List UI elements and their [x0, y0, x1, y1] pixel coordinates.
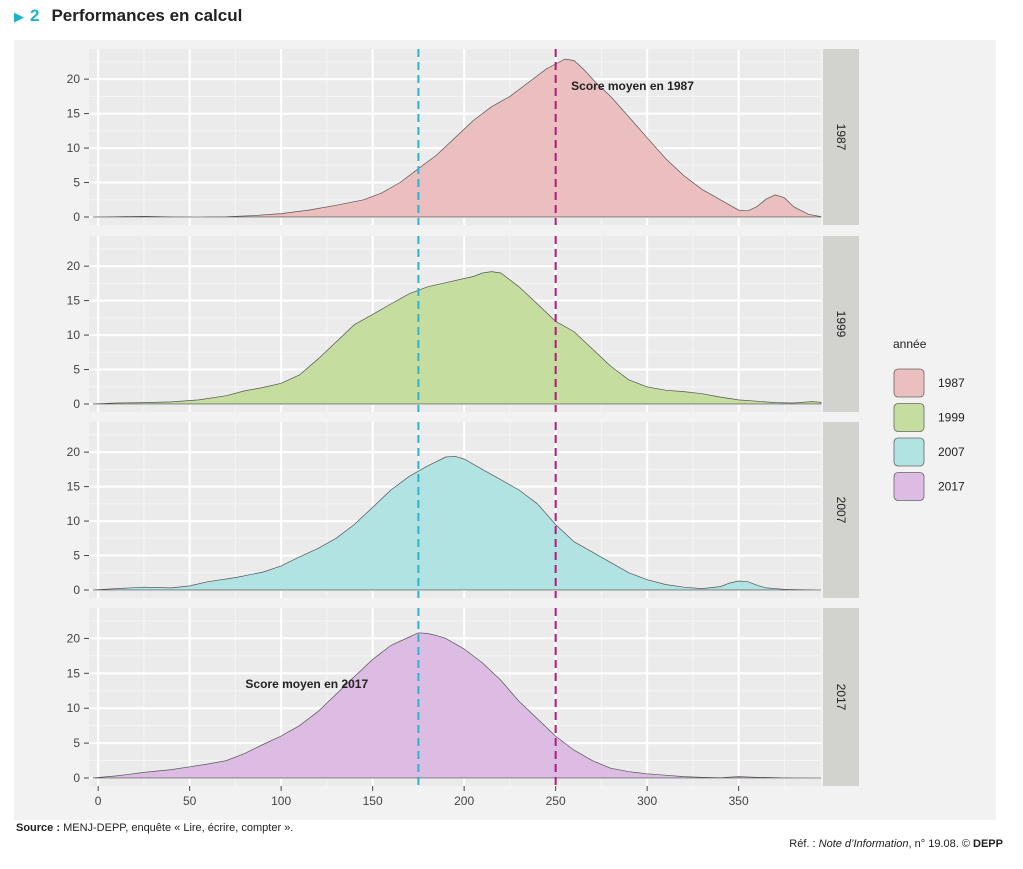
y-tick-label: 20 — [67, 445, 81, 459]
y-tick-label: 0 — [73, 397, 80, 411]
y-tick-label: 15 — [67, 666, 81, 680]
facet-strip-label: 2017 — [834, 684, 848, 711]
legend-title: année — [893, 337, 927, 351]
facet-strip-2007 — [823, 422, 859, 598]
density-area-2007 — [92, 455, 822, 591]
ref-prefix: Réf. : — [789, 838, 816, 850]
x-tick-label: 200 — [454, 794, 474, 808]
ref-org: DEPP — [973, 838, 1003, 850]
legend-key-2007 — [893, 437, 925, 467]
figure-title: Performances en calcul — [51, 6, 243, 25]
reference-note: Réf. : Note d’Information, n° 19.08. © D… — [789, 838, 1003, 850]
y-tick-label: 15 — [67, 480, 81, 494]
facet-strip-label: 1987 — [834, 124, 848, 151]
facet-strip-1999 — [823, 236, 859, 412]
y-tick-label: 5 — [73, 736, 80, 750]
x-tick-label: 150 — [363, 794, 383, 808]
source-note: Source : MENJ-DEPP, enquête « Lire, écri… — [16, 822, 293, 834]
figure-number: 2 — [30, 6, 40, 25]
annotation-mean-score: Score moyen en 1987 — [571, 79, 694, 93]
y-tick-label: 10 — [67, 514, 81, 528]
y-tick-label: 5 — [73, 176, 80, 190]
y-tick-label: 10 — [67, 141, 81, 155]
figure-header: ▶ 2 Performances en calcul — [14, 4, 242, 28]
y-tick-label: 5 — [73, 549, 80, 563]
legend-label-2017: 2017 — [938, 480, 965, 494]
x-tick-label: 100 — [271, 794, 291, 808]
facet-strip-1987 — [823, 49, 859, 225]
y-tick-label: 10 — [67, 701, 81, 715]
y-tick-label: 0 — [73, 771, 80, 785]
y-tick-label: 0 — [73, 210, 80, 224]
y-tick-label: 20 — [67, 631, 81, 645]
y-tick-label: 10 — [67, 328, 81, 342]
y-tick-label: 20 — [67, 72, 81, 86]
facet-strip-label: 1999 — [834, 311, 848, 338]
x-tick-label: 350 — [729, 794, 749, 808]
ref-publication: Note d’Information — [818, 838, 909, 850]
source-label: Source : — [16, 822, 61, 834]
legend-key-1987 — [893, 368, 925, 398]
y-tick-label: 0 — [73, 583, 80, 597]
y-tick-label: 15 — [67, 107, 81, 121]
y-tick-label: 5 — [73, 363, 80, 377]
legend-label-2007: 2007 — [938, 445, 965, 459]
source-text: MENJ-DEPP, enquête « Lire, écrire, compt… — [63, 822, 294, 834]
density-area-1987 — [92, 58, 822, 218]
legend-key-2017 — [893, 472, 925, 501]
play-triangle-icon: ▶ — [14, 8, 24, 24]
legend-key-1999 — [893, 403, 925, 432]
density-area-1999 — [92, 271, 822, 405]
facet-strip-label: 2007 — [834, 497, 848, 524]
annotation-mean-score: Score moyen en 2017 — [245, 677, 368, 691]
legend-label-1999: 1999 — [938, 411, 965, 425]
density-area-2017 — [92, 632, 822, 779]
x-tick-label: 50 — [183, 794, 197, 808]
x-tick-label: 0 — [95, 794, 102, 808]
y-tick-label: 15 — [67, 294, 81, 308]
y-tick-label: 20 — [67, 259, 81, 273]
x-tick-label: 250 — [546, 794, 566, 808]
ref-number: , n° 19.08. © — [908, 838, 970, 850]
x-tick-label: 300 — [637, 794, 657, 808]
facet-strip-2017 — [823, 608, 859, 786]
legend-label-1987: 1987 — [938, 376, 965, 390]
